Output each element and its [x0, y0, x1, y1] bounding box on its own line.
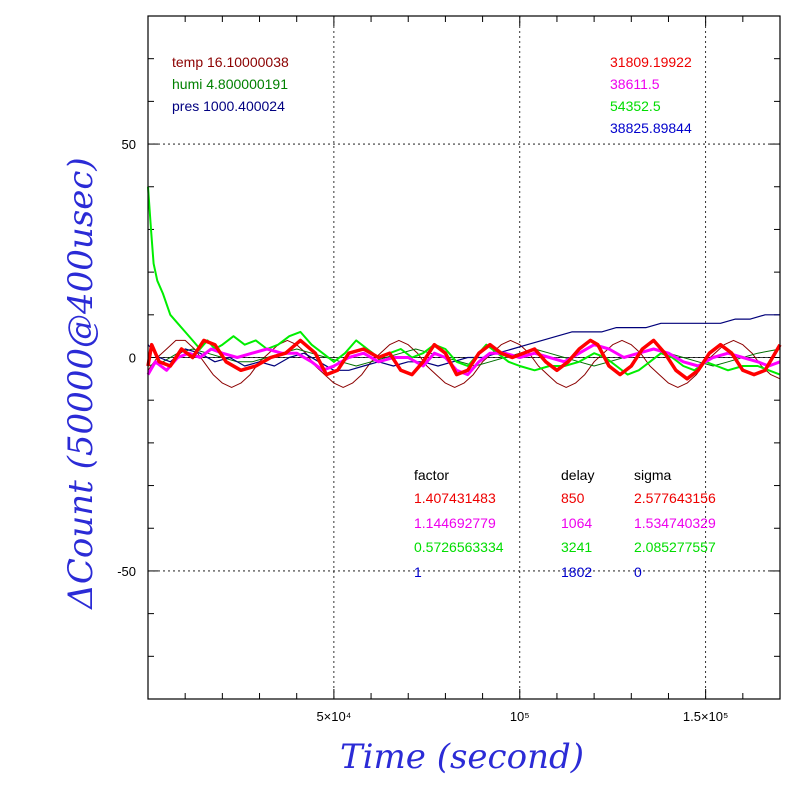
series-line: [146, 338, 782, 381]
params-header-sigma: sigma: [634, 467, 672, 483]
legend-env-humi: humi 4.800000191: [172, 76, 288, 92]
params-factor: 1.407431483: [414, 490, 496, 506]
plot-frame: [147, 15, 781, 700]
x-tick-label: 1.5×10⁵: [683, 709, 729, 724]
legend-mean-red: 31809.19922: [610, 54, 692, 70]
params-sigma: 0: [634, 564, 642, 580]
series-line: [147, 314, 780, 371]
params-delay: 850: [561, 490, 585, 506]
legend-mean-blue: 38825.89844: [610, 120, 692, 136]
params-delay: 1064: [561, 515, 592, 531]
y-tick-label: -50: [117, 564, 136, 579]
x-tick-label: 10⁵: [510, 709, 530, 724]
y-axis-label: ΔCount (50000@400usec): [61, 157, 101, 610]
tick-labels: 5×10⁴ 10⁵ 1.5×10⁵ 50 0 -50: [117, 137, 728, 724]
y-tick-label: 0: [129, 351, 136, 366]
params-sigma: 1.534740329: [634, 515, 716, 531]
mean-counts-legend: 31809.19922 38611.5 54352.5 38825.89844: [610, 54, 692, 136]
params-sigma: 2.577643156: [634, 490, 716, 506]
legend-mean-green: 54352.5: [610, 98, 661, 114]
environment-legend: temp 16.10000038 humi 4.800000191 pres 1…: [172, 54, 289, 114]
legend-env-pres: pres 1000.400024: [172, 98, 285, 114]
series-lines: [146, 186, 782, 388]
params-factor: 1: [414, 564, 422, 580]
legend-env-temp: temp 16.10000038: [172, 54, 289, 70]
params-factor: 1.144692779: [414, 515, 496, 531]
params-table: factor delay sigma 1.407431483 850 2.577…: [414, 467, 716, 580]
params-sigma: 2.085277557: [634, 539, 716, 555]
y-tick-label: 50: [122, 137, 136, 152]
series-line: [147, 186, 781, 376]
params-delay: 1802: [561, 564, 592, 580]
params-factor: 0.5726563334: [414, 539, 504, 555]
series-line: [147, 339, 781, 388]
params-delay: 3241: [561, 539, 592, 555]
x-tick-label: 5×10⁴: [316, 709, 351, 724]
params-header-delay: delay: [561, 467, 594, 483]
params-header-factor: factor: [414, 467, 449, 483]
legend-mean-magenta: 38611.5: [610, 76, 660, 92]
x-axis-label: Time (second): [340, 737, 584, 777]
